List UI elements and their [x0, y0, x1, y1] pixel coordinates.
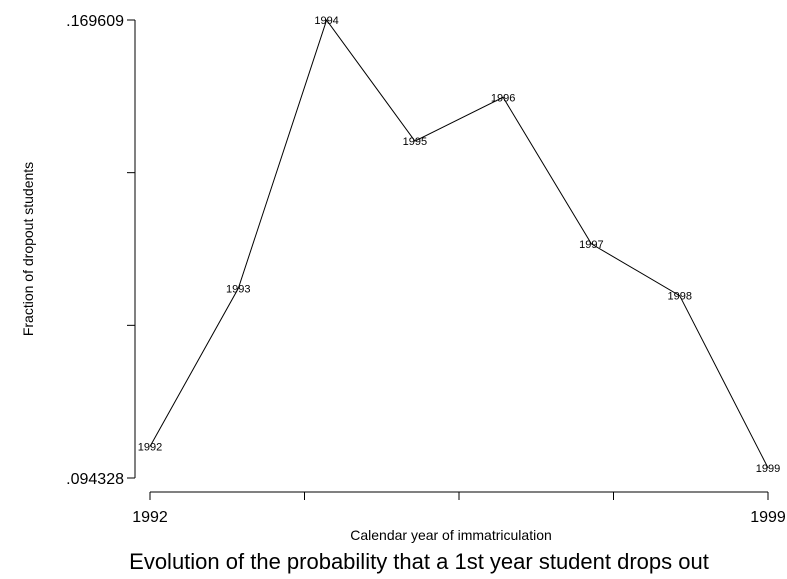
- point-label: 1994: [314, 15, 338, 27]
- point-label: 1992: [138, 442, 162, 454]
- y-tick-label: .169609: [66, 13, 124, 30]
- point-labels: 1992 1993 1994 1995 1996 1997 1998 1999: [138, 15, 780, 475]
- point-label: 1997: [579, 239, 603, 251]
- point-label: 1999: [756, 463, 780, 475]
- point-label: 1993: [226, 283, 250, 295]
- point-label: 1998: [667, 291, 691, 303]
- x-axis-ticks: 1992 1999: [132, 492, 786, 526]
- x-tick-label: 1999: [750, 509, 786, 526]
- point-label: 1995: [403, 136, 427, 148]
- y-tick-label: .094328: [66, 471, 124, 488]
- y-axis-title: Fraction of dropout students: [20, 162, 36, 336]
- dropout-series-line: [149, 19, 769, 469]
- chart-title: Evolution of the probability that a 1st …: [129, 549, 709, 574]
- point-label: 1996: [491, 92, 515, 104]
- x-axis-title: Calendar year of immatriculation: [350, 527, 552, 543]
- y-axis-ticks: .169609 .094328: [66, 13, 135, 488]
- x-tick-label: 1992: [132, 509, 168, 526]
